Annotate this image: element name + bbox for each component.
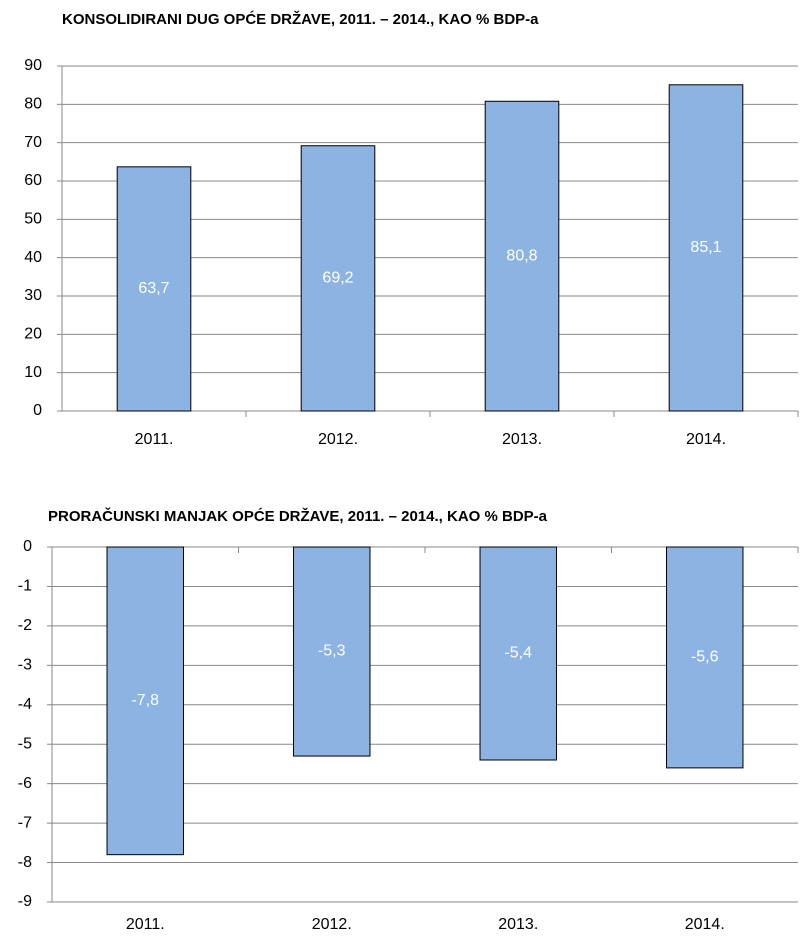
y-tick-label: -7 (18, 814, 32, 831)
bar (300, 145, 376, 412)
chart-title: PRORAČUNSKI MANJAK OPĆE DRŽAVE, 2011. – … (48, 507, 548, 525)
value-label: 69,2 (322, 270, 353, 287)
bar (116, 166, 192, 412)
chart-title: KONSOLIDIRANI DUG OPĆE DRŽAVE, 2011. – 2… (62, 10, 539, 28)
y-tick-label: 40 (24, 249, 42, 266)
y-tick-label: -8 (18, 854, 32, 871)
y-tick-label: 50 (24, 211, 42, 228)
y-tick-label: -1 (18, 578, 32, 595)
x-tick-label: 2014. (685, 916, 725, 933)
bar (479, 546, 557, 761)
y-tick-label: 10 (24, 364, 42, 381)
x-tick-label: 2012. (318, 431, 358, 448)
value-label: 85,1 (690, 239, 721, 256)
x-tick-label: 2013. (502, 431, 542, 448)
y-tick-label: -9 (18, 893, 32, 910)
y-tick-label: 80 (24, 96, 42, 113)
value-label: 63,7 (138, 280, 169, 297)
value-label: 80,8 (506, 247, 537, 264)
value-label: -7,8 (131, 692, 159, 709)
value-label: -5,6 (691, 649, 719, 666)
value-label: -5,3 (318, 643, 346, 660)
bar (666, 546, 744, 769)
y-tick-label: 30 (24, 287, 42, 304)
x-tick-label: 2013. (498, 916, 538, 933)
bar (484, 100, 560, 412)
y-tick-label: -3 (18, 657, 32, 674)
value-label: -5,4 (504, 645, 532, 662)
y-tick-label: 70 (24, 134, 42, 151)
x-tick-label: 2012. (312, 916, 352, 933)
bar (293, 546, 371, 757)
x-tick-label: 2014. (686, 431, 726, 448)
y-tick-label: 60 (24, 172, 42, 189)
y-tick-label: -5 (18, 735, 32, 752)
y-tick-label: -4 (18, 696, 32, 713)
y-tick-label: 20 (24, 326, 42, 343)
y-tick-label: -6 (18, 775, 32, 792)
y-tick-label: 0 (23, 538, 32, 555)
x-tick-label: 2011. (126, 916, 165, 933)
y-tick-label: 90 (24, 57, 42, 74)
x-tick-label: 2011. (135, 431, 174, 448)
y-tick-label: 0 (33, 402, 42, 419)
y-tick-label: -2 (18, 617, 32, 634)
bar (668, 84, 744, 412)
bar (106, 546, 184, 856)
